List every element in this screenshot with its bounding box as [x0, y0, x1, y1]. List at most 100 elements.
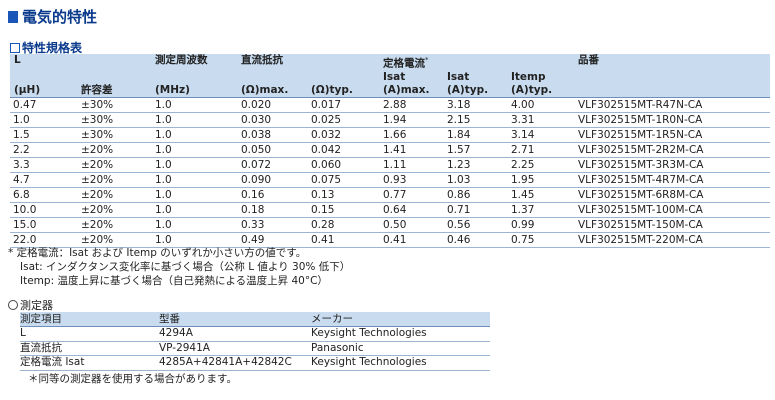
table-row: 直流抵抗 VP-2941A Panasonic	[20, 341, 490, 357]
header-itemp-unit: (A)typ.	[507, 83, 574, 98]
table-cell: 2.25	[507, 157, 574, 173]
note-line: Isat: インダクタンス変化率に基づく場合（公称 L 値より 30% 低下）	[20, 261, 351, 273]
table-cell: 3.18	[443, 97, 507, 113]
header-isat-max: Isat	[379, 70, 443, 84]
table-cell: 1.0	[151, 187, 237, 204]
table-cell: 1.45	[507, 187, 574, 204]
section-title: 電気的特性	[8, 6, 97, 27]
table-row: 4.7 ±20% 1.0 0.090 0.075 0.93 1.03 1.95 VLF30251…	[10, 172, 770, 189]
table-row: 22.0 ±20% 1.0 0.49 0.41 0.41 0.46 0.75 VLF302515…	[10, 232, 770, 249]
table-cell: 0.050	[237, 142, 307, 158]
table-cell: ±30%	[77, 97, 151, 113]
table-cell: Panasonic	[311, 341, 490, 357]
table-cell: 1.0	[151, 217, 237, 234]
table-cell: 1.41	[379, 142, 443, 158]
header-l-unit: (μH)	[10, 83, 77, 98]
notes: * 定格電流：Isat および Itemp のいずれか小さい方の値です。 Isa…	[8, 246, 350, 288]
table-cell: 0.41	[379, 232, 443, 249]
table-cell: 1.37	[507, 202, 574, 219]
table-cell: 0.77	[379, 187, 443, 204]
table-cell: 0.042	[307, 142, 379, 158]
table-cell: VLF302515MT-2R2M-CA	[574, 142, 770, 158]
table-cell: 0.090	[237, 172, 307, 189]
table-cell: VLF302515MT-150M-CA	[574, 217, 770, 234]
subsection-title-text: 特性規格表	[22, 41, 83, 55]
table-cell: VLF302515MT-100M-CA	[574, 202, 770, 219]
table-cell: 0.93	[379, 172, 443, 189]
header-isat-typ-unit: (A)typ.	[443, 83, 507, 98]
table-cell: ±20%	[77, 187, 151, 204]
spec-table: L 測定周波数 直流抵抗 定格電流* 品番 Isat Isat Itemp (μ…	[10, 54, 770, 249]
header-part: 品番	[574, 54, 770, 71]
table-cell: 0.075	[307, 172, 379, 189]
subsection-title: 特性規格表	[10, 39, 82, 56]
hollow-square-icon	[10, 42, 20, 53]
table-cell: 1.0	[151, 112, 237, 128]
table-cell: ±20%	[77, 172, 151, 189]
table-cell: 1.5	[10, 127, 77, 143]
table-row: L 4294A Keysight Technologies	[20, 326, 490, 342]
table-cell: 0.28	[307, 217, 379, 234]
measurement-title: 測定器	[8, 297, 53, 313]
table-cell: 1.94	[379, 112, 443, 128]
meas-header-item: 測定項目	[20, 312, 159, 327]
table-cell: 1.84	[443, 127, 507, 143]
table-cell: Keysight Technologies	[311, 326, 490, 342]
table-cell: 3.14	[507, 127, 574, 143]
table-cell: 2.15	[443, 112, 507, 128]
table-cell: 0.46	[443, 232, 507, 249]
measurement-table: 測定項目 型番 メーカー L 4294A Keysight Technologies…	[20, 312, 490, 371]
table-cell: ±30%	[77, 112, 151, 128]
table-cell: 1.0	[151, 127, 237, 143]
table-row: 定格電流 Isat 4285A+42841A+42842C Keysight Tec…	[20, 355, 490, 371]
table-cell: 0.86	[443, 187, 507, 204]
table-cell: VP-2941A	[159, 341, 311, 357]
table-cell: 1.0	[151, 232, 237, 249]
table-cell: 0.060	[307, 157, 379, 173]
header-dcr: 直流抵抗	[237, 54, 307, 71]
table-cell: 1.0	[151, 157, 237, 173]
table-row: 3.3 ±20% 1.0 0.072 0.060 1.11 1.23 2.25 VLF30251…	[10, 157, 770, 173]
table-cell: 4.00	[507, 97, 574, 113]
table-cell: ±30%	[77, 127, 151, 143]
table-cell: 定格電流 Isat	[20, 355, 159, 371]
table-cell: 0.41	[307, 232, 379, 249]
header-freq: 測定周波数	[151, 54, 237, 71]
table-cell: 0.16	[237, 187, 307, 204]
measurement-title-text: 測定器	[20, 299, 53, 312]
header-rated: 定格電流*	[379, 54, 443, 71]
table-cell: 1.0	[151, 97, 237, 113]
header-isat-max-unit: (A)max.	[379, 83, 443, 98]
table-cell: VLF302515MT-1R5N-CA	[574, 127, 770, 143]
header-freq-unit: (MHz)	[151, 83, 237, 98]
table-cell: 2.88	[379, 97, 443, 113]
table-cell: 0.030	[237, 112, 307, 128]
header-l: L	[10, 54, 77, 71]
note-line: * 定格電流：Isat および Itemp のいずれか小さい方の値です。	[8, 247, 307, 259]
table-cell: VLF302515MT-6R8M-CA	[574, 187, 770, 204]
table-cell: 2.71	[507, 142, 574, 158]
table-cell: 1.57	[443, 142, 507, 158]
table-cell: 4294A	[159, 326, 311, 342]
measurement-note: ＊同等の測定器を使用する場合があります。	[28, 373, 237, 385]
table-cell: 0.038	[237, 127, 307, 143]
table-cell: VLF302515MT-1R0N-CA	[574, 112, 770, 128]
table-cell: 0.15	[307, 202, 379, 219]
section-title-text: 電気的特性	[22, 8, 98, 26]
table-cell: 2.2	[10, 142, 77, 158]
table-cell: 0.56	[443, 217, 507, 234]
table-cell: 0.032	[307, 127, 379, 143]
table-cell: 0.017	[307, 97, 379, 113]
table-cell: 1.0	[151, 172, 237, 189]
table-cell: 0.75	[507, 232, 574, 249]
table-cell: 15.0	[10, 217, 77, 234]
table-cell: 1.0	[151, 202, 237, 219]
square-bullet-icon	[8, 10, 18, 23]
table-cell: 0.64	[379, 202, 443, 219]
table-cell: 6.8	[10, 187, 77, 204]
meas-header-maker: メーカー	[311, 312, 490, 327]
table-cell: 0.020	[237, 97, 307, 113]
table-cell: 0.072	[237, 157, 307, 173]
table-cell: 1.0	[10, 112, 77, 128]
table-cell: 4285A+42841A+42842C	[159, 355, 311, 371]
